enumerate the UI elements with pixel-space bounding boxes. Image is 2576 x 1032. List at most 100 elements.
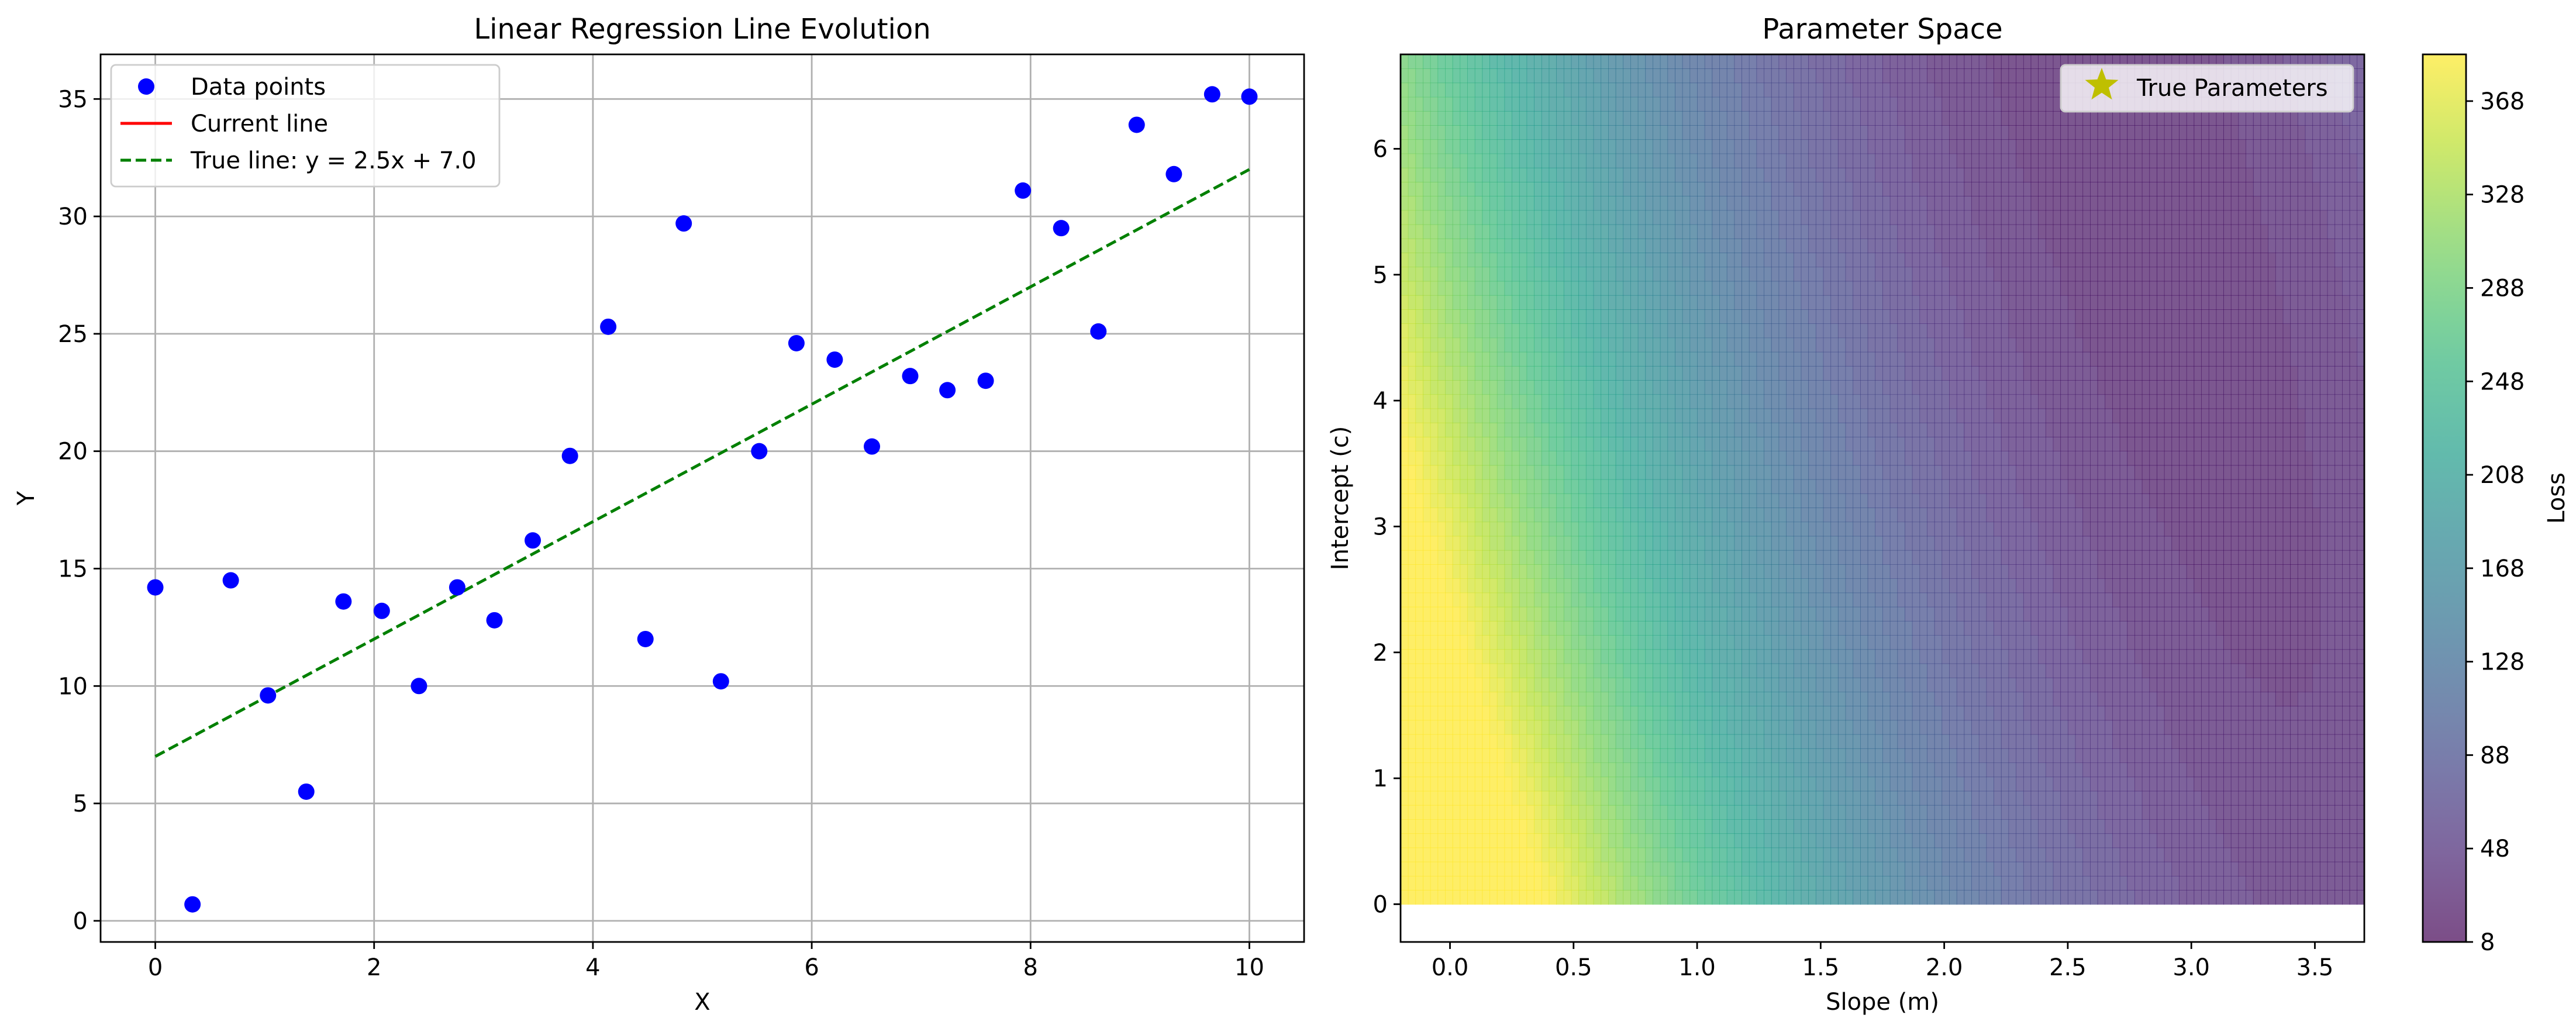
loss-cell xyxy=(1504,890,1512,905)
loss-cell xyxy=(1571,365,1580,381)
loss-cell xyxy=(2112,720,2120,735)
loss-cell xyxy=(2008,776,2016,792)
loss-cell xyxy=(1519,408,1527,423)
loss-cell xyxy=(2194,536,2202,551)
loss-cell xyxy=(2230,606,2239,622)
loss-cell xyxy=(1534,762,1542,778)
loss-contour-field xyxy=(1401,54,2364,905)
loss-cell xyxy=(1467,592,1475,608)
loss-cell xyxy=(1786,847,1794,862)
loss-cell xyxy=(1637,762,1646,778)
loss-cell xyxy=(2305,493,2313,508)
loss-cell xyxy=(2223,776,2232,792)
loss-cell xyxy=(1474,805,1483,820)
loss-cell xyxy=(1749,677,1757,692)
loss-cell xyxy=(2260,791,2268,806)
loss-cell xyxy=(1437,720,1446,735)
loss-cell xyxy=(1801,649,1809,664)
loss-cell xyxy=(1742,819,1750,834)
loss-cell xyxy=(1778,437,1787,451)
loss-cell xyxy=(1578,408,1587,423)
loss-cell xyxy=(2253,606,2261,622)
loss-cell xyxy=(1637,819,1646,834)
loss-cell xyxy=(2238,564,2246,579)
loss-cell xyxy=(1919,776,1927,792)
loss-cell xyxy=(2230,791,2239,806)
loss-cell xyxy=(2186,677,2195,692)
loss-cell xyxy=(1675,776,1683,792)
loss-cell xyxy=(1734,578,1742,593)
loss-cell xyxy=(2157,479,2165,494)
loss-cell xyxy=(1593,365,1602,381)
loss-cell xyxy=(2119,522,2128,537)
loss-cell xyxy=(1460,437,1468,451)
loss-cell xyxy=(1823,408,1832,423)
loss-cell xyxy=(1889,706,1898,721)
loss-cell xyxy=(2045,663,2054,678)
loss-cell xyxy=(1623,805,1631,820)
loss-cell xyxy=(1408,805,1416,820)
loss-cell xyxy=(2060,437,2068,451)
loss-cell xyxy=(2075,578,2084,593)
loss-cell xyxy=(1771,451,1780,466)
loss-cell xyxy=(2357,408,2364,423)
loss-cell xyxy=(1860,734,1868,749)
legend-marker-data-points xyxy=(138,78,154,95)
loss-cell xyxy=(2319,479,2328,494)
loss-cell xyxy=(1956,606,1965,622)
loss-cell xyxy=(1549,578,1557,593)
loss-cell xyxy=(1578,606,1587,622)
loss-cell xyxy=(1927,847,1935,862)
loss-cell xyxy=(1994,805,2002,820)
loss-cell xyxy=(1667,380,1675,395)
loss-cell xyxy=(2075,663,2084,678)
loss-cell xyxy=(2312,408,2320,423)
loss-cell xyxy=(1808,819,1816,834)
loss-cell xyxy=(1771,408,1780,423)
loss-cell xyxy=(1882,408,1891,423)
loss-cell xyxy=(1549,734,1557,749)
loss-cell xyxy=(2149,748,2157,763)
loss-cell xyxy=(1978,479,1987,494)
loss-cell xyxy=(1889,861,1898,876)
loss-cell xyxy=(1704,635,1713,650)
loss-cell xyxy=(1986,508,1994,523)
loss-cell xyxy=(2179,564,2187,579)
loss-cell xyxy=(1682,422,1691,437)
loss-cell xyxy=(1971,649,1980,664)
loss-cell xyxy=(1630,422,1639,437)
data-point xyxy=(637,630,654,647)
loss-cell xyxy=(2142,437,2150,451)
loss-cell xyxy=(2297,692,2306,707)
loss-cell xyxy=(2075,819,2084,834)
loss-cell xyxy=(1623,635,1631,650)
loss-cell xyxy=(2334,479,2343,494)
loss-cell xyxy=(1971,734,1980,749)
loss-cell xyxy=(2260,606,2268,622)
loss-cell xyxy=(2246,437,2254,451)
loss-cell xyxy=(1764,365,1772,381)
loss-cell xyxy=(2082,508,2091,523)
loss-cell xyxy=(2157,578,2165,593)
loss-cell xyxy=(1541,437,1550,451)
loss-cell xyxy=(1808,890,1816,905)
loss-cell xyxy=(2127,819,2135,834)
loss-cell xyxy=(2319,578,2328,593)
loss-cell xyxy=(1408,606,1416,622)
loss-cell xyxy=(1608,365,1616,381)
loss-cell xyxy=(1912,578,1920,593)
loss-cell xyxy=(1549,522,1557,537)
loss-cell xyxy=(1853,748,1861,763)
loss-cell xyxy=(1467,791,1475,806)
loss-cell xyxy=(2223,550,2232,565)
loss-cell xyxy=(1719,508,1727,523)
loss-cell xyxy=(2134,522,2143,537)
loss-cell xyxy=(1519,606,1527,622)
loss-cell xyxy=(2030,762,2039,778)
loss-cell xyxy=(1474,408,1483,423)
loss-cell xyxy=(1489,720,1498,735)
loss-cell xyxy=(1496,365,1505,381)
loss-cell xyxy=(1460,592,1468,608)
loss-cell xyxy=(2112,791,2120,806)
loss-cell xyxy=(2008,791,2016,806)
